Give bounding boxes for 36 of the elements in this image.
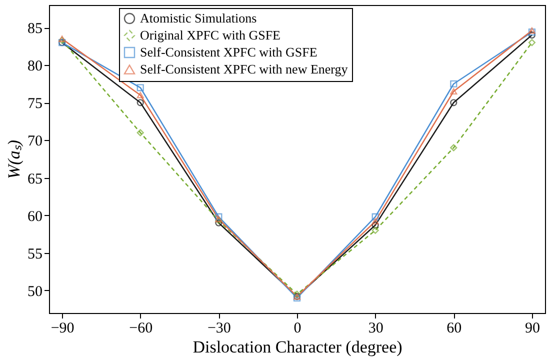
x-tick-label: 0	[294, 320, 302, 336]
point	[372, 218, 379, 225]
point	[450, 144, 458, 152]
y-tick-label: 55	[28, 246, 42, 262]
point	[450, 99, 458, 106]
y-axis-title: W(aₛ)	[4, 140, 24, 179]
point	[372, 226, 379, 234]
x-tick-label: 60	[446, 320, 462, 336]
legend-label: Original XPFC with GSFE	[140, 28, 281, 42]
point	[215, 219, 222, 226]
point	[136, 129, 144, 136]
x-tick-label: −90	[50, 320, 74, 336]
y-tick-label: 75	[28, 96, 42, 112]
x-tick-label: 90	[524, 320, 540, 336]
y-tick-label: 65	[28, 171, 42, 188]
point	[136, 99, 144, 106]
y-tick-label: 50	[28, 284, 42, 300]
legend-label: Self-Consistent XPFC with new Energy	[140, 62, 348, 76]
point	[372, 213, 379, 220]
point	[58, 36, 66, 42]
point	[450, 88, 458, 95]
point	[450, 80, 458, 88]
x-tick-label: −30	[207, 320, 231, 336]
x-tick-label: −60	[129, 320, 153, 336]
y-tick-label: 85	[28, 21, 42, 38]
point	[528, 39, 536, 46]
point	[136, 92, 144, 98]
y-tick-label: 80	[28, 58, 42, 75]
x-tick-label: 30	[368, 320, 384, 336]
point	[372, 222, 379, 229]
legend-label: Atomistic Simulations	[140, 10, 257, 26]
y-tick-label: 70	[28, 134, 42, 150]
x-axis-title: Dislocation Character (degree)	[192, 338, 402, 356]
y-tick-label: 60	[28, 208, 42, 225]
point	[136, 84, 144, 92]
legend-label: Self-Consistent XPFC with GSFE	[140, 44, 318, 60]
